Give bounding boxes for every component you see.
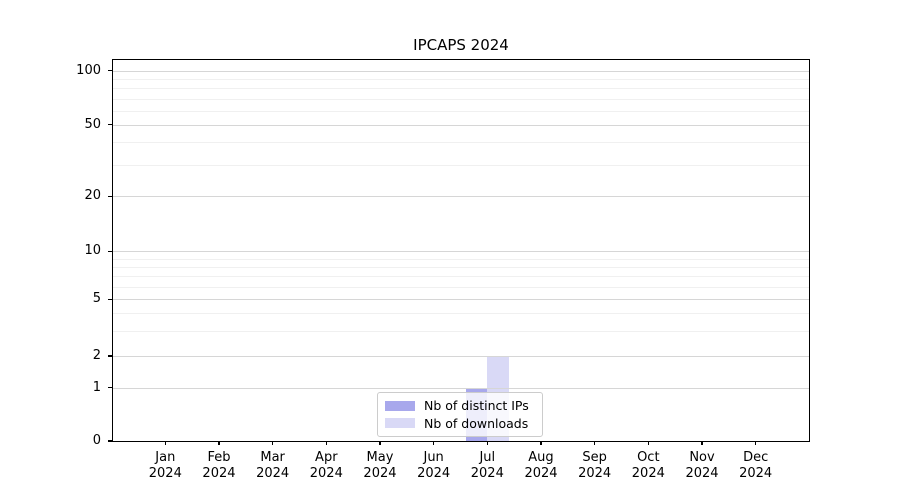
x-tick-month: Apr bbox=[315, 450, 338, 465]
y-gridline-minor bbox=[113, 258, 809, 260]
x-tick-year: 2024 bbox=[739, 465, 773, 481]
x-tick-mark bbox=[218, 441, 220, 445]
x-tick-label-oct: Oct 2024 bbox=[632, 450, 665, 481]
x-tick-month: Aug bbox=[528, 450, 554, 465]
x-tick-mark bbox=[701, 441, 703, 445]
x-tick-mark bbox=[540, 441, 542, 445]
x-tick-month: May bbox=[366, 450, 394, 465]
legend-label-downloads: Nb of downloads bbox=[424, 415, 529, 431]
plot-area: 0 1 2 5 10 20 50 100 Jan 2024 Feb 2024 Mar 2024 Apr 20… bbox=[76, 59, 810, 481]
x-tick-year: 2024 bbox=[685, 465, 719, 481]
x-tick-mark bbox=[647, 441, 649, 445]
legend-label-distinct-ips: Nb of distinct IPs bbox=[424, 398, 529, 414]
x-tick-month: Feb bbox=[207, 450, 231, 465]
legend: Nb of distinct IPs Nb of downloads bbox=[377, 392, 543, 437]
y-gridline-major bbox=[113, 355, 809, 357]
x-tick-year: 2024 bbox=[256, 465, 290, 481]
y-tick-mark bbox=[108, 440, 113, 442]
y-gridline-minor bbox=[113, 330, 809, 332]
y-tick-label: 5 bbox=[92, 291, 101, 307]
y-tick-label: 50 bbox=[84, 116, 101, 132]
y-gridline-major bbox=[113, 124, 809, 126]
x-tick-label-dec: Dec 2024 bbox=[739, 450, 772, 481]
x-tick-mark bbox=[486, 441, 488, 445]
y-tick-mark bbox=[108, 386, 113, 389]
chart-title: IPCAPS 2024 bbox=[413, 36, 509, 54]
x-tick-year: 2024 bbox=[363, 465, 397, 481]
y-gridline-minor bbox=[113, 88, 809, 90]
y-gridline-minor bbox=[113, 276, 809, 278]
x-tick-label-jun: Jun 2024 bbox=[417, 450, 450, 481]
x-tick-month: Dec bbox=[743, 450, 769, 465]
y-gridline-minor bbox=[113, 266, 809, 268]
x-tick-month: Nov bbox=[689, 450, 715, 465]
legend-swatch-distinct-ips-icon bbox=[385, 400, 415, 411]
x-tick-year: 2024 bbox=[148, 465, 182, 481]
x-tick-mark bbox=[271, 441, 274, 445]
y-gridline-minor bbox=[113, 142, 809, 144]
x-tick-label-may: May 2024 bbox=[363, 450, 396, 481]
y-tick-mark bbox=[108, 124, 113, 126]
x-tick-month: Jan bbox=[155, 450, 176, 465]
x-tick-mark bbox=[433, 441, 435, 445]
x-tick-year: 2024 bbox=[417, 465, 451, 481]
legend-swatch-downloads-icon bbox=[385, 418, 415, 429]
x-tick-mark bbox=[325, 441, 327, 445]
x-tick-label-jan: Jan 2024 bbox=[149, 450, 182, 481]
y-gridline-minor bbox=[113, 313, 809, 314]
x-tick-year: 2024 bbox=[309, 465, 343, 481]
x-tick-year: 2024 bbox=[202, 465, 236, 481]
x-tick-month: Oct bbox=[637, 450, 660, 465]
x-tick-year: 2024 bbox=[631, 465, 665, 481]
x-tick-year: 2024 bbox=[470, 465, 504, 481]
x-tick-month: Sep bbox=[582, 450, 607, 465]
y-gridline-minor bbox=[113, 78, 809, 80]
legend-item-distinct-ips: Nb of distinct IPs bbox=[385, 398, 533, 413]
y-tick-mark bbox=[108, 195, 113, 198]
y-gridline-major bbox=[113, 299, 809, 301]
x-tick-label-jul: Jul 2024 bbox=[471, 450, 504, 481]
x-tick-label-feb: Feb 2024 bbox=[202, 450, 235, 481]
y-gridline-major bbox=[113, 196, 809, 198]
y-gridline-minor bbox=[113, 286, 809, 288]
y-tick-label: 10 bbox=[84, 243, 101, 259]
y-tick-mark bbox=[108, 298, 113, 300]
y-tick-label: 2 bbox=[92, 348, 101, 364]
x-tick-mark bbox=[755, 441, 757, 445]
x-tick-label-nov: Nov 2024 bbox=[685, 450, 718, 481]
y-gridline-minor bbox=[113, 164, 809, 166]
x-tick-year: 2024 bbox=[578, 465, 612, 481]
y-tick-label: 20 bbox=[84, 188, 101, 204]
x-tick-mark bbox=[164, 441, 166, 445]
x-tick-month: Mar bbox=[260, 450, 285, 465]
x-tick-mark bbox=[594, 441, 596, 445]
y-gridline-major bbox=[113, 70, 809, 72]
x-tick-month: Jun bbox=[423, 450, 444, 465]
y-tick-label: 0 bbox=[92, 433, 101, 449]
y-gridline-minor bbox=[113, 110, 809, 112]
y-tick-label: 100 bbox=[76, 62, 101, 78]
y-tick-label: 1 bbox=[92, 379, 101, 395]
y-gridline-major bbox=[113, 251, 809, 253]
x-tick-label-apr: Apr 2024 bbox=[310, 450, 343, 481]
y-gridline-minor bbox=[113, 98, 809, 100]
x-tick-mark bbox=[379, 441, 381, 445]
y-gridline-major bbox=[113, 387, 809, 389]
x-tick-label-mar: Mar 2024 bbox=[256, 450, 289, 481]
y-tick-mark bbox=[108, 355, 113, 357]
x-tick-label-aug: Aug 2024 bbox=[524, 450, 557, 481]
y-tick-mark bbox=[108, 70, 113, 72]
x-tick-month: Jul bbox=[479, 450, 496, 465]
x-tick-label-sep: Sep 2024 bbox=[578, 450, 611, 481]
legend-item-downloads: Nb of downloads bbox=[385, 416, 533, 431]
x-tick-year: 2024 bbox=[524, 465, 558, 481]
y-tick-mark bbox=[108, 250, 113, 253]
